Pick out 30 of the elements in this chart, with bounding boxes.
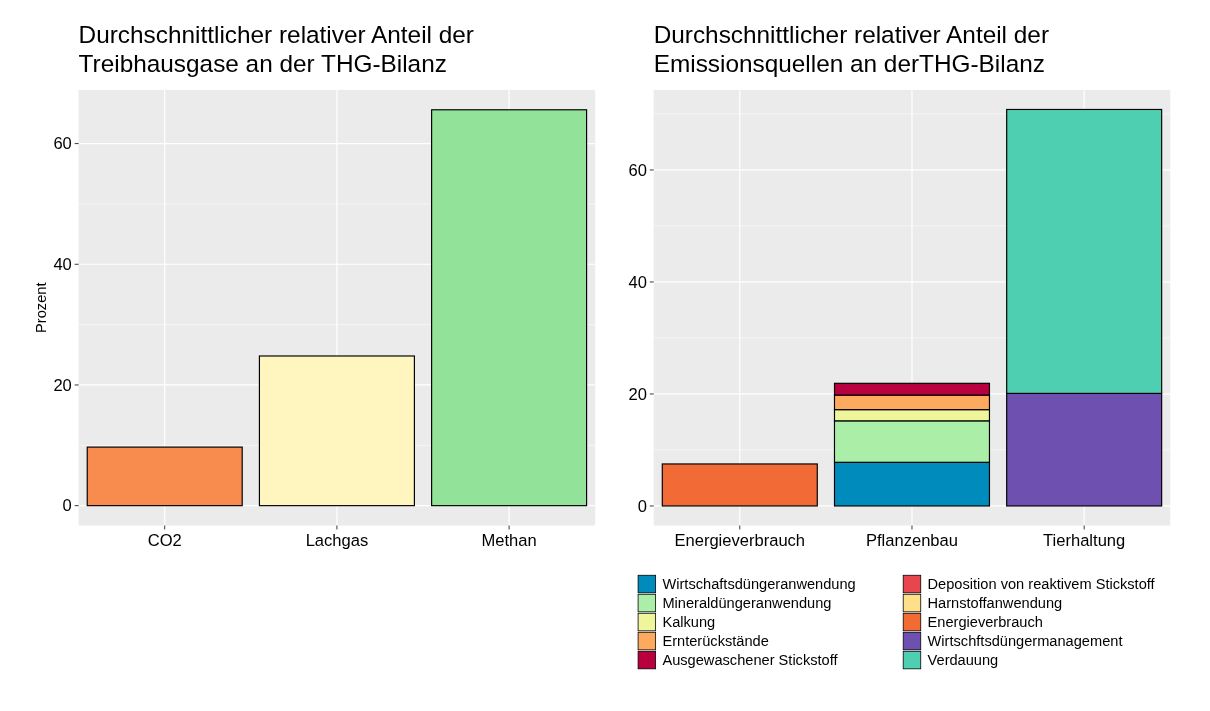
legend-label: Ausgewaschener Stickstoff — [662, 651, 839, 668]
legend-label: Ernterückstände — [662, 632, 769, 649]
y-tick-label: 40 — [53, 255, 72, 275]
x-tick-label: Energieverbrauch — [674, 531, 806, 551]
y-tick-label: 0 — [62, 496, 72, 516]
legend-label: Verdauung — [927, 651, 999, 668]
y-tick-label: 20 — [628, 384, 647, 404]
bar — [431, 109, 588, 507]
legend-label: Mineraldüngeranwendung — [662, 594, 832, 611]
x-tick-label: CO2 — [147, 531, 182, 551]
x-tick-label: Methan — [481, 531, 537, 551]
legend-label: Deposition von reaktivem Stickstoff — [927, 575, 1156, 592]
chart-title: Durchschnittlicher relativer Anteil der Treibhausgase an der THG-Bilanz — [78, 21, 474, 78]
legend-label: Harnstoffanwendung — [927, 594, 1063, 611]
y-tick-label: 0 — [637, 496, 647, 516]
x-tick-label: Pflanzenbau — [865, 531, 958, 551]
y-tick-label: 60 — [53, 134, 72, 154]
legend-label: Energieverbrauch — [927, 613, 1043, 630]
bar — [86, 446, 243, 507]
chart-title: Durchschnittlicher relativer Anteil der Emissionsquellen an derTHG-Bilanz — [653, 21, 1050, 78]
x-tick-label: Lachgas — [305, 531, 369, 551]
x-tick-label: Tierhaltung — [1043, 531, 1126, 551]
legend-label: Wirtschaftsdüngeranwendung — [662, 575, 856, 592]
y-axis-title: Prozent — [33, 282, 50, 333]
y-tick-label: 60 — [628, 160, 647, 180]
legend-label: Wirtschftsdüngermanagement — [927, 632, 1123, 649]
legend-label: Kalkung — [662, 613, 716, 630]
y-tick-label: 40 — [628, 272, 647, 292]
y-tick-label: 20 — [53, 375, 72, 395]
bar — [258, 355, 415, 507]
